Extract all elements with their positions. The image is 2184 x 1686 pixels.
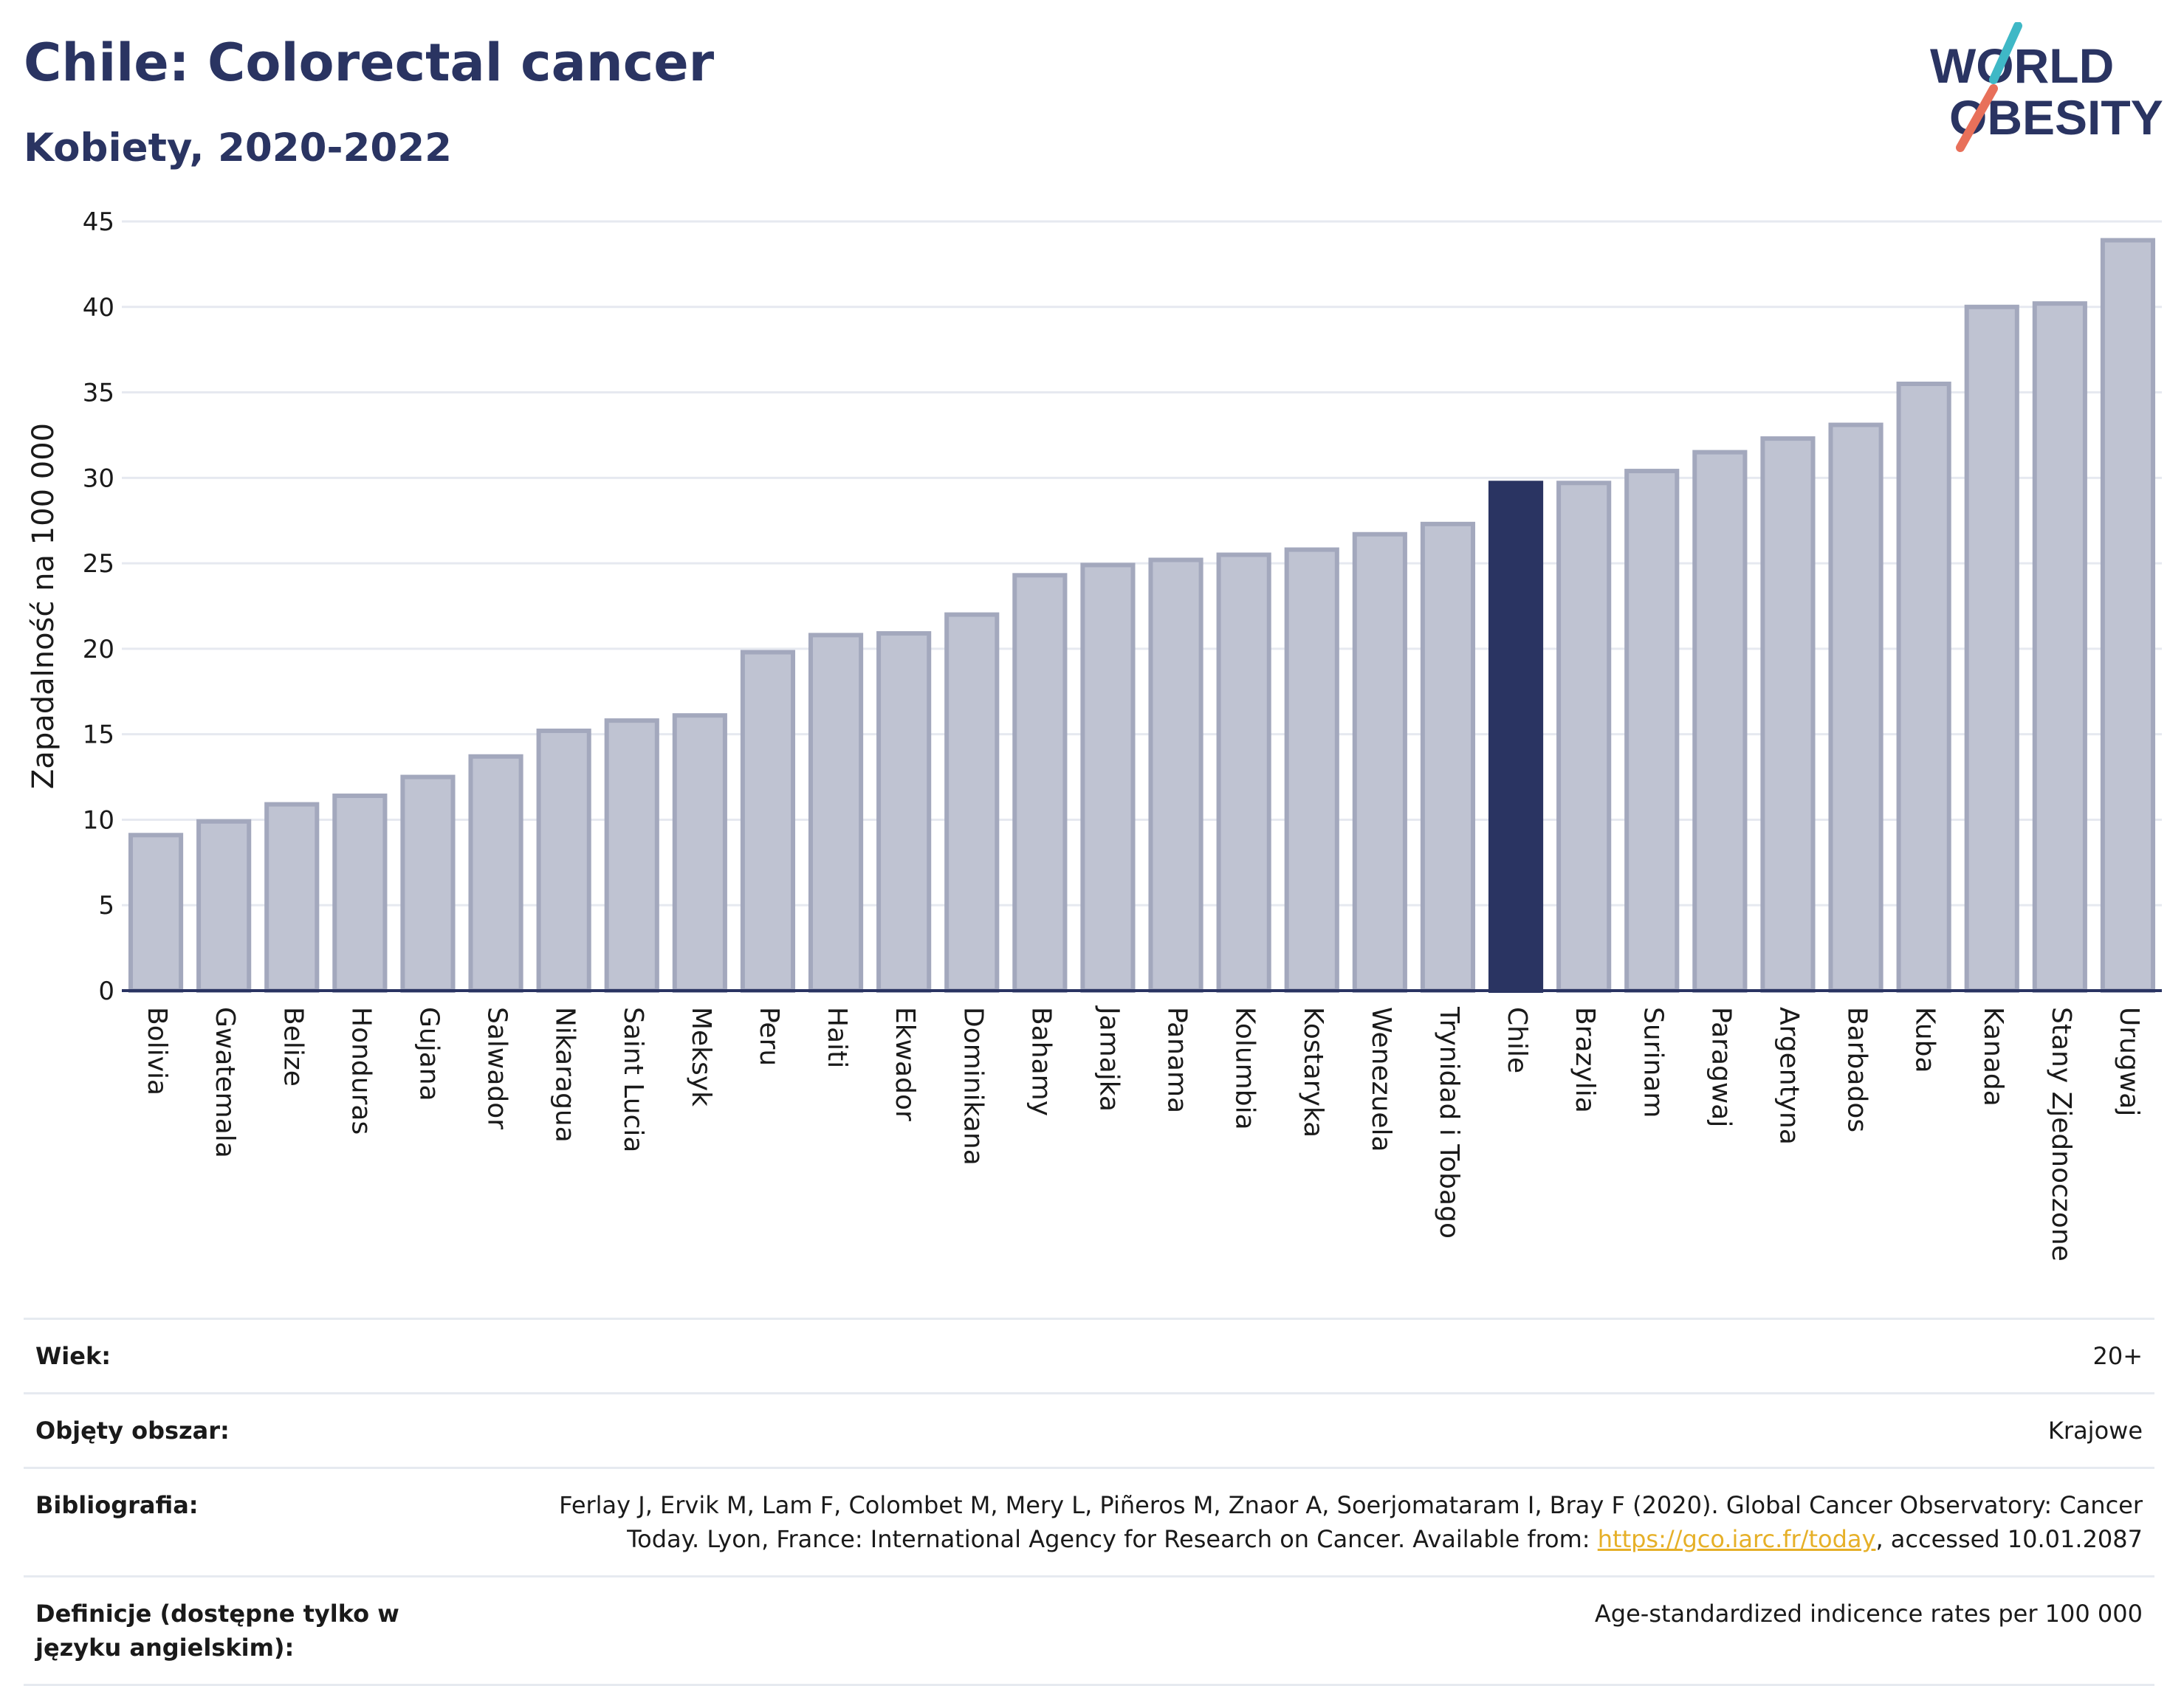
bar [536,729,591,994]
x-tick-label: Wenezuela [1366,1007,1396,1152]
y-tick-label: 25 [83,549,114,579]
y-tick-label: 30 [83,464,114,493]
x-tick-label: Kuba [1910,1007,1940,1073]
x-tick-label: Bolivia [142,1007,172,1095]
y-tick-label: 45 [83,207,114,237]
bar [1828,422,1883,993]
x-tick-label: Honduras [346,1007,376,1135]
x-tick-label: Kostaryka [1298,1007,1328,1138]
info-row-bibliography: Bibliografia: Ferlay J, Ervik M, Lam F, … [24,1467,2154,1577]
bar [808,633,864,993]
y-tick-label: 5 [98,891,114,921]
bar [1760,436,1816,993]
bar [1964,304,2019,993]
bar [2100,238,2156,993]
x-tick-label: Ekwador [890,1007,920,1121]
y-tick-label: 10 [83,805,114,835]
x-tick-label: Chile [1502,1007,1532,1073]
logo-text-world: WORLD [1930,38,2114,93]
bar [196,819,252,994]
bibliography-line2: Today. Lyon, France: International Agenc… [627,1525,1598,1553]
bar [1284,547,1339,993]
x-tick-label: Nikaragua [550,1007,580,1143]
x-tick-label: Trynidad i Tobago [1434,1006,1464,1239]
x-tick-label: Jamajka [1093,1005,1124,1112]
bibliography-line1: Ferlay J, Ervik M, Lam F, Colombet M, Me… [559,1491,2143,1519]
bar [332,794,388,993]
bibliography-link[interactable]: https://gco.iarc.fr/today [1597,1525,1876,1553]
chart-title: Chile: Colorectal cancer [24,32,715,93]
bar [1420,521,1476,993]
x-tick-label: Gujana [413,1007,444,1101]
bibliography-accessed: , accessed 10.01.2087 [1875,1525,2143,1553]
x-tick-label: Saint Lucia [618,1007,648,1152]
x-tick-label: Paragwaj [1706,1007,1736,1127]
logo-slash-bottom [1956,84,1998,152]
logo-slash-top [1989,22,2022,84]
info-row-definitions: Definicje (dostępne tylko w języku angie… [24,1575,2154,1686]
x-tick-label: Stany Zjednoczone [2046,1007,2076,1262]
y-tick-label: 35 [83,379,114,408]
x-tick-label: Belize [278,1007,308,1087]
definitions-label: Definicje (dostępne tylko w języku angie… [24,1575,505,1686]
x-tick-label: Meksyk [686,1007,716,1107]
bar [672,713,727,993]
x-tick-label: Argentyna [1773,1007,1804,1145]
y-tick-label: 20 [83,635,114,664]
bar [1012,573,1068,993]
x-tick-label: Peru [754,1007,784,1066]
bar [468,754,523,994]
info-table: Wiek: 20+ Objęty obszar: Krajowe Bibliog… [24,1318,2154,1686]
y-tick-label: 15 [83,720,114,750]
bibliography-label: Bibliografia: [24,1467,505,1577]
bar [400,774,456,993]
bar [128,833,184,993]
x-tick-label: Urugwaj [2114,1007,2144,1116]
x-tick-label: Kanada [1978,1007,2008,1107]
bar [1896,381,1951,993]
bar [2032,301,2087,993]
bar-chart: 0 5 10 15 20 25 30 35 40 45 Zapadalność na 100 000… [27,207,2162,1262]
bar [1080,562,1136,993]
x-tick-label: Gwatemala [210,1007,240,1158]
bar [1624,469,1680,993]
bar [1216,552,1271,993]
bar [1352,531,1407,993]
x-tick-label: Surinam [1638,1007,1668,1118]
bar [944,612,1000,993]
bar [264,802,320,994]
bar [876,631,932,993]
age-label: Wiek: [24,1318,505,1394]
info-row-area: Objęty obszar: Krajowe [24,1392,2154,1469]
bar [1556,481,1612,993]
area-label: Objęty obszar: [24,1392,505,1469]
bar [740,650,796,994]
x-tick-label: Dominikana [958,1007,988,1166]
bar [1488,481,1544,993]
x-tick-label: Salwador [482,1007,512,1129]
y-tick-label: 40 [83,293,114,323]
x-tick-label: Brazylia [1570,1007,1600,1113]
bar [604,718,659,993]
x-tick-label: Bahamy [1026,1007,1056,1116]
bar [1692,450,1748,993]
bar [1148,557,1203,993]
x-tick-label: Kolumbia [1230,1007,1260,1130]
y-tick-label: 0 [98,977,114,1006]
x-tick-label: Barbados [1842,1007,1872,1132]
definitions-value: Age-standardized indicence rates per 100… [505,1575,2154,1686]
age-value: 20+ [505,1318,2154,1394]
world-obesity-logo: WORLD OBESITY [1930,22,2163,152]
chart-subtitle: Kobiety, 2020-2022 [24,125,452,171]
area-value: Krajowe [505,1392,2154,1469]
y-axis-title: Zapadalność na 100 000 [27,423,61,789]
info-row-age: Wiek: 20+ [24,1318,2154,1394]
x-tick-label: Haiti [822,1007,852,1068]
bibliography-value: Ferlay J, Ervik M, Lam F, Colombet M, Me… [505,1467,2154,1577]
x-tick-label: Panama [1162,1007,1192,1113]
